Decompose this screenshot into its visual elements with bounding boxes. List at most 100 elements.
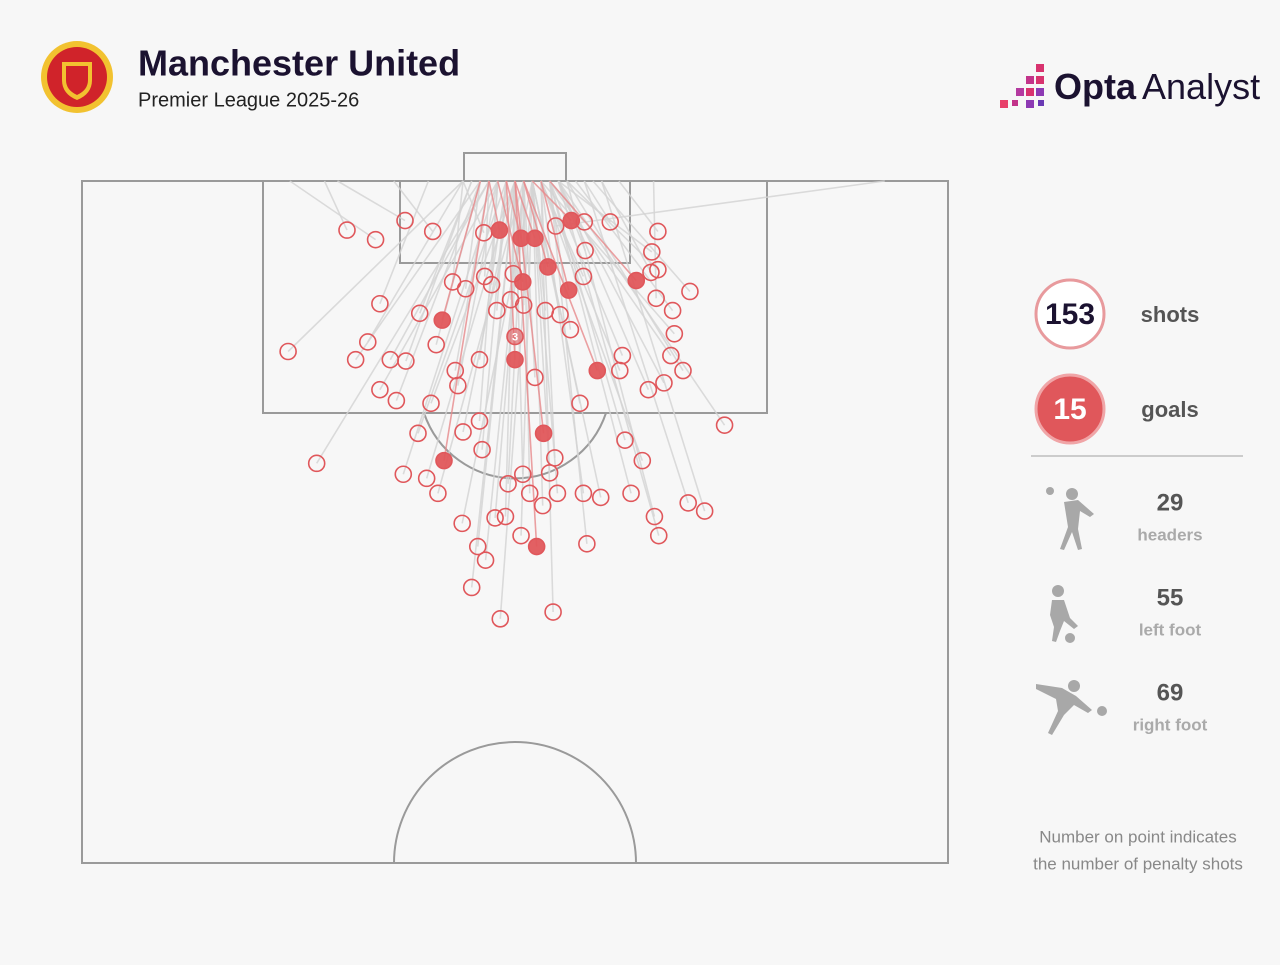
shot-points: 3	[279, 211, 734, 628]
subtitle: Premier League 2025-26	[138, 89, 359, 111]
shot-trajectory	[379, 180, 499, 391]
shot-trajectory	[600, 180, 652, 273]
shot-trajectory	[457, 180, 499, 386]
shot-point	[394, 465, 413, 484]
shot-trajectory	[600, 180, 706, 512]
breakdown-label: left foot	[1139, 620, 1202, 639]
shot-point	[449, 376, 467, 395]
shot-point	[576, 241, 594, 260]
shot-point	[695, 502, 714, 520]
shot-point	[544, 603, 562, 621]
brand-bold: Opta	[1054, 66, 1137, 107]
club-crest	[41, 41, 113, 113]
shot-trajectory	[289, 180, 377, 241]
shot-point	[574, 267, 593, 286]
shot-trajectory	[393, 180, 434, 232]
shot-point	[476, 551, 495, 569]
shot-point	[715, 416, 734, 434]
shot-trajectory	[367, 180, 464, 343]
shot-trajectory	[499, 180, 534, 619]
shot-trajectory	[470, 180, 516, 588]
goal-point	[435, 451, 453, 470]
shot-trajectory	[316, 180, 490, 464]
title: Manchester United	[138, 43, 460, 84]
shot-point	[662, 346, 680, 365]
shot-trajectory	[496, 180, 524, 283]
goal-point	[526, 229, 544, 248]
breakdown-count: 69	[1157, 679, 1184, 706]
penalty-point	[506, 327, 524, 346]
shot-point	[591, 488, 610, 507]
shot-trajectory	[540, 180, 570, 291]
shot-point	[526, 368, 544, 387]
shot-point	[454, 423, 472, 441]
shot-trajectory	[441, 180, 482, 321]
left-foot-icon	[1050, 585, 1078, 643]
shot-point	[338, 221, 356, 239]
breakdown-label: right foot	[1133, 715, 1208, 734]
shot-point	[491, 610, 510, 628]
shot-trajectory	[531, 180, 572, 222]
shot-trajectory	[540, 180, 621, 371]
shot-point	[423, 222, 442, 241]
header-icon	[1046, 487, 1094, 550]
shot-point	[649, 526, 668, 545]
goal-point	[513, 273, 532, 291]
shot-trajectory	[540, 180, 644, 461]
shot-trajectory	[514, 180, 545, 434]
shot-trajectory	[379, 180, 430, 305]
shot-point	[514, 296, 533, 314]
shot-trajectory	[540, 180, 556, 458]
shot-trajectory	[592, 180, 691, 293]
shot-point	[427, 335, 445, 354]
shot-point	[499, 475, 517, 493]
shot-trajectory	[483, 180, 490, 277]
shot-point	[307, 454, 326, 473]
shot-point	[561, 320, 580, 339]
goal-point	[539, 258, 557, 276]
shot-trajectory	[514, 180, 524, 475]
breakdown-label: headers	[1137, 525, 1202, 544]
shot-point	[613, 346, 632, 365]
brand-name: Opta Analyst	[1054, 66, 1260, 107]
shot-trajectory	[618, 180, 659, 232]
shot-point	[643, 243, 661, 261]
shot-trajectory	[464, 180, 482, 289]
shot-trajectory	[514, 180, 536, 239]
shot-point	[647, 289, 665, 308]
shot-point	[422, 394, 440, 413]
shot-trajectory	[583, 180, 689, 504]
shot-point	[396, 211, 414, 230]
shot-point	[486, 509, 504, 527]
goal-point	[534, 424, 553, 443]
shot-point	[470, 350, 489, 369]
breakdown-count: 29	[1157, 489, 1184, 516]
shot-trajectory	[443, 180, 490, 461]
shot-point	[470, 412, 489, 430]
shot-trajectory	[417, 180, 508, 434]
shot-trajectory	[522, 180, 599, 371]
shot-point	[574, 484, 593, 503]
shot-point	[679, 494, 698, 512]
shot-trajectory	[555, 180, 885, 227]
shot-point	[453, 514, 471, 533]
shot-trajectory	[451, 180, 464, 283]
shot-point	[462, 578, 481, 597]
shot-point	[429, 484, 447, 503]
penalty-count: 3	[512, 331, 518, 343]
shot-trajectory	[522, 180, 549, 268]
shots-label: shots	[1141, 302, 1200, 327]
goal-point	[433, 311, 452, 329]
shot-point	[443, 273, 462, 291]
shot-trajectory	[549, 180, 637, 282]
shot-point	[366, 230, 385, 249]
shot-trajectory	[323, 180, 348, 231]
shot-point	[622, 484, 640, 503]
note-line: Number on point indicates	[1039, 827, 1237, 846]
shots-count: 153	[1045, 298, 1095, 331]
shot-trajectory	[540, 180, 585, 494]
shot-point	[513, 465, 532, 484]
brand-logo	[1000, 64, 1044, 108]
shots-badge	[1034, 278, 1106, 350]
